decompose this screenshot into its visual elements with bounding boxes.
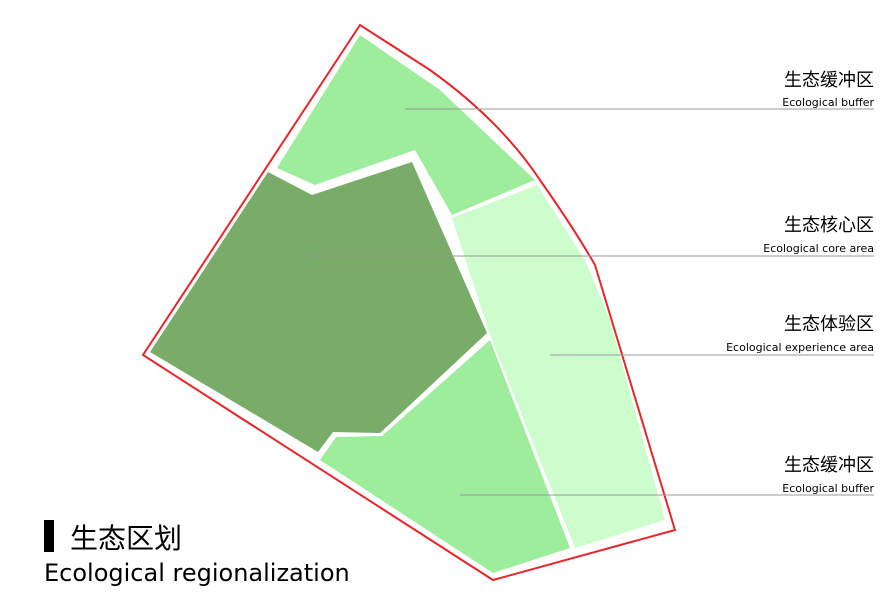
zone-buffer-south — [320, 340, 570, 573]
zone-label-zh: 生态缓冲区 — [784, 70, 874, 91]
title-bar — [44, 520, 54, 552]
title-zh: 生态区划 — [70, 522, 182, 555]
zone-experience — [452, 185, 665, 548]
zone-label-en: Ecological buffer — [782, 482, 874, 495]
zone-label-zh: 生态核心区 — [784, 215, 874, 236]
zone-buffer-north — [277, 35, 535, 215]
zone-label-en: Ecological experience area — [726, 341, 874, 354]
title-en: Ecological regionalization — [44, 559, 350, 587]
zone-core — [150, 162, 487, 452]
zone-label-en: Ecological core area — [763, 242, 874, 255]
zone-label-zh: 生态缓冲区 — [784, 455, 874, 476]
zone-label-zh: 生态体验区 — [784, 314, 874, 335]
site-boundary — [141, 23, 677, 582]
zone-label-en: Ecological buffer — [782, 96, 874, 109]
